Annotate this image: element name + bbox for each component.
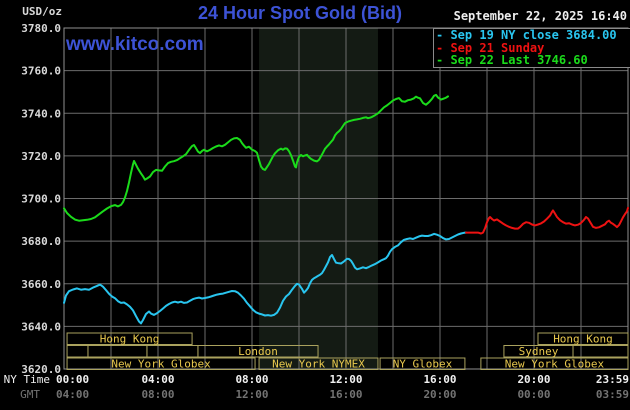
legend: - Sep 19 NY close 3684.00- Sep 21 Sunday…	[433, 28, 630, 68]
session-label-new-york-nymex: New York NYMEX	[272, 358, 365, 371]
y-axis-label-3620.0: 3620.0	[21, 363, 61, 376]
session-box-segment	[572, 345, 629, 358]
x-tick-gmt-12:00: 12:00	[235, 388, 268, 401]
x-tick-ny-20:00: 20:00	[517, 373, 550, 386]
price-line-0	[63, 231, 467, 325]
session-box-hong-kong	[66, 332, 193, 345]
session-label-hong-kong: Hong Kong	[100, 333, 160, 346]
y-axis-label-3780.0: 3780.0	[21, 22, 61, 35]
session-label-new-york-globex: New York Globex	[505, 358, 605, 371]
x-tick-ny-00:00: 00:00	[56, 373, 89, 386]
session-box-segment	[146, 345, 199, 358]
ny-time-row-label: NY Time	[4, 373, 50, 386]
price-line-2	[63, 93, 449, 222]
x-tick-gmt-20:00: 20:00	[423, 388, 456, 401]
x-tick-gmt-08:00: 08:00	[141, 388, 174, 401]
session-label-london: London	[238, 345, 278, 358]
legend-item-2: - Sep 22 Last 3746.60	[436, 53, 588, 68]
session-box-new-york-globex	[66, 357, 256, 370]
session-box-new-york-globex	[480, 357, 629, 370]
y-axis-label-3740.0: 3740.0	[21, 107, 61, 120]
kitco-watermark-link[interactable]: www.kitco.com	[66, 34, 204, 55]
session-label-new-york-globex: New York Globex	[111, 358, 211, 371]
session-box-hong-kong	[537, 332, 629, 345]
y-axis-label-3640.0: 3640.0	[21, 320, 61, 333]
x-tick-gmt-16:00: 16:00	[329, 388, 362, 401]
session-box-london	[197, 345, 319, 358]
session-label-ny-globex: NY Globex	[393, 358, 453, 371]
y-axis-label-3760.0: 3760.0	[21, 65, 61, 78]
x-tick-gmt-03:59: 03:59	[596, 388, 629, 401]
legend-item-0: - Sep 19 NY close 3684.00	[436, 28, 617, 42]
session-box-ny-globex	[379, 357, 466, 370]
page-title: 24 Hour Spot Gold (Bid)	[198, 3, 402, 23]
legend-item-1: - Sep 21 Sunday	[436, 40, 545, 55]
session-label-hong-kong: Hong Kong	[553, 333, 613, 346]
session-label-sydney: Sydney	[519, 345, 559, 358]
session-box-segment	[87, 345, 148, 358]
y-axis-label-3720.0: 3720.0	[21, 150, 61, 163]
chart-timestamp: September 22, 2025 16:40	[453, 9, 627, 23]
y-axis-label-3680.0: 3680.0	[21, 235, 61, 248]
x-tick-ny-23:59: 23:59	[596, 373, 629, 386]
x-tick-gmt-04:00: 04:00	[56, 388, 89, 401]
x-tick-ny-16:00: 16:00	[423, 373, 456, 386]
price-line-1	[465, 206, 629, 235]
x-tick-ny-08:00: 08:00	[235, 373, 268, 386]
x-tick-gmt-00:00: 00:00	[517, 388, 550, 401]
y-axis-label-3700.0: 3700.0	[21, 193, 61, 206]
x-tick-ny-04:00: 04:00	[141, 373, 174, 386]
y-axis-unit-label: USD/oz	[22, 5, 62, 18]
gmt-row-label: GMT	[20, 388, 40, 401]
session-box-new-york-nymex	[258, 357, 379, 370]
session-box-segment	[66, 345, 89, 358]
y-axis-label-3660.0: 3660.0	[21, 278, 61, 291]
x-tick-ny-12:00: 12:00	[329, 373, 362, 386]
